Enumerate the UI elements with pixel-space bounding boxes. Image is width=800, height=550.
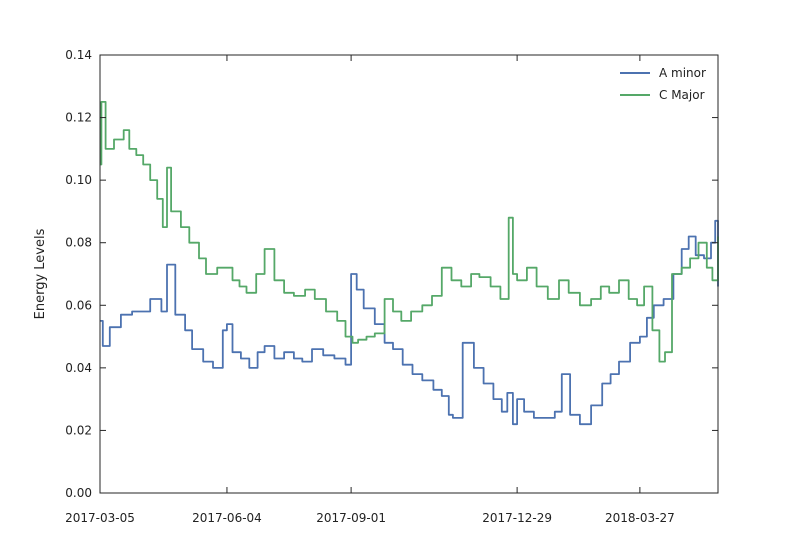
series-line-1 — [100, 101, 719, 363]
y-axis-label: Energy Levels — [33, 228, 48, 319]
x-axis: 2017-03-05 2017-06-04 2017-09-01 2017-12-29… — [65, 55, 675, 525]
x-tick-label: 2017-12-29 — [482, 511, 552, 525]
y-tick-label: 0.06 — [65, 298, 92, 312]
axes-frame — [99, 54, 719, 494]
y-tick-label: 0.04 — [65, 361, 92, 375]
plot-area — [100, 101, 719, 426]
y-tick-label: 0.12 — [65, 111, 92, 125]
x-tick-label: 2017-06-04 — [192, 511, 262, 525]
x-tick-label: 2018-03-27 — [605, 511, 675, 525]
y-tick-label: 0.00 — [65, 486, 92, 500]
legend: A minor C Major — [620, 66, 706, 102]
legend-label-1: C Major — [659, 88, 705, 102]
legend-label-0: A minor — [659, 66, 706, 80]
series-line-0 — [100, 219, 719, 426]
y-axis: 0.00 0.02 0.04 0.06 0.08 0.10 0.12 0.14 — [65, 48, 718, 500]
x-tick-label: 2017-03-05 — [65, 511, 135, 525]
y-tick-label: 0.14 — [65, 48, 92, 62]
x-tick-label: 2017-09-01 — [316, 511, 386, 525]
y-tick-label: 0.08 — [65, 236, 92, 250]
y-tick-label: 0.02 — [65, 423, 92, 437]
y-tick-label: 0.10 — [65, 173, 92, 187]
